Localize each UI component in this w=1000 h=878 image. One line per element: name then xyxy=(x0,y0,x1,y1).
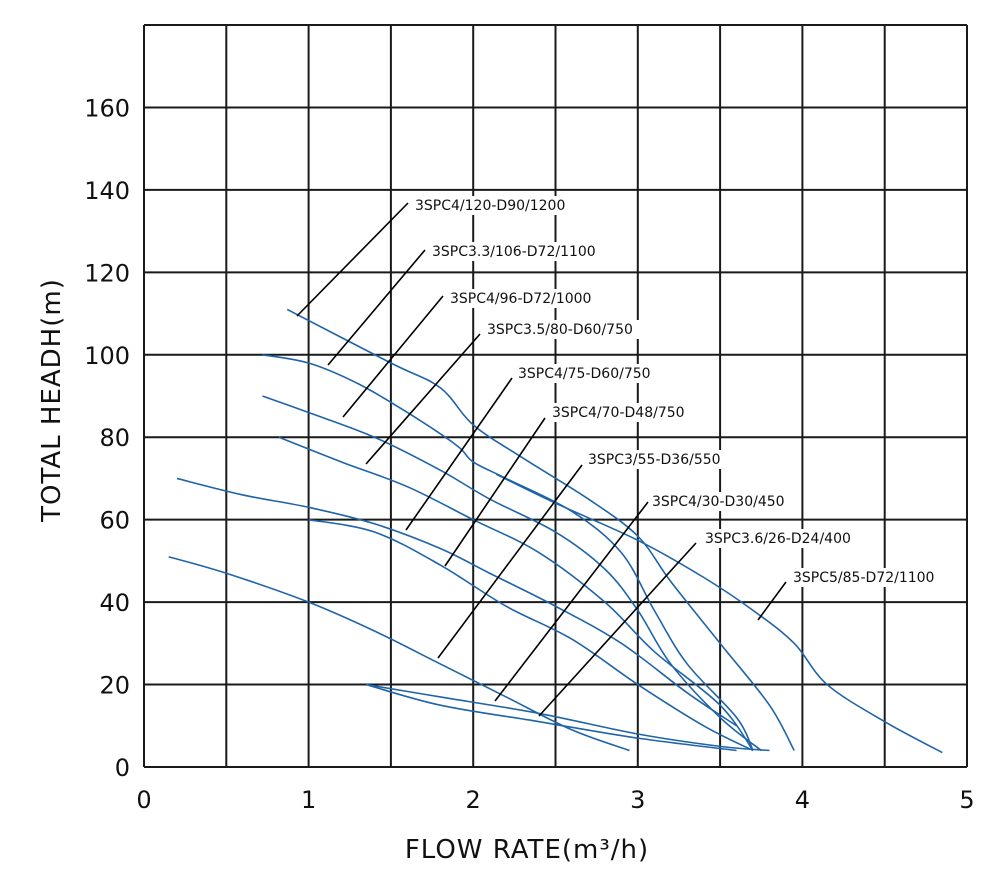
leader-line xyxy=(342,295,444,418)
curve-line xyxy=(262,395,762,752)
curve-line xyxy=(366,683,770,752)
label-background xyxy=(413,196,569,215)
label-background xyxy=(550,403,689,422)
leader-line xyxy=(405,377,513,531)
leader-line xyxy=(494,501,649,702)
label-background xyxy=(430,242,602,261)
label-background xyxy=(703,529,859,548)
x-axis-title: FLOW RATE(m³/h) xyxy=(405,835,649,865)
y-tick-label: 120 xyxy=(84,259,130,287)
curve-label: 3SPC4/30-D30/450 xyxy=(652,494,785,510)
x-tick-label: 5 xyxy=(959,786,974,814)
y-tick-label: 20 xyxy=(99,672,130,700)
y-tick-label: 100 xyxy=(84,342,130,370)
grid xyxy=(143,24,968,768)
label-background xyxy=(516,364,655,383)
leader-line xyxy=(444,417,546,567)
y-tick-label: 0 xyxy=(115,754,130,782)
tick-labels: 0 1 2 3 4 5 0 20 40 60 80 100 120 140 160 xyxy=(84,94,974,814)
y-tick-label: 40 xyxy=(99,589,130,617)
curve-label: 3SPC4/96-D72/1000 xyxy=(450,291,591,307)
curve-line xyxy=(176,477,738,727)
y-axis-title: TOTAL HEADH(m) xyxy=(37,278,67,523)
y-tick-label: 80 xyxy=(99,424,130,452)
curve-label: 3SPC4/120-D90/1200 xyxy=(415,198,565,214)
leader-line xyxy=(437,464,583,659)
x-tick-label: 0 xyxy=(136,786,151,814)
leader-line xyxy=(327,249,426,366)
y-tick-label: 140 xyxy=(84,177,130,205)
leader-line xyxy=(365,333,481,465)
leader-line xyxy=(757,581,787,621)
leader-line xyxy=(296,202,409,317)
curve-label: 3SPC4/75-D60/750 xyxy=(518,366,651,382)
curve-label: 3SPC3.3/106-D72/1100 xyxy=(432,244,596,260)
curve-label: 3SPC3.6/26-D24/400 xyxy=(705,531,851,547)
curve-line xyxy=(365,683,737,752)
curves xyxy=(168,308,943,754)
curve-line xyxy=(168,555,630,752)
curve-line xyxy=(308,518,754,752)
label-background xyxy=(791,568,938,587)
curve-label: 3SPC3.5/80-D60/750 xyxy=(487,322,633,338)
x-tick-label: 4 xyxy=(795,786,810,814)
label-background xyxy=(650,492,789,511)
curve-labels: 3SPC4/120-D90/1200 3SPC3.3/106-D72/1100 3S… xyxy=(296,196,938,717)
curve-label: 3SPC3/55-D36/550 xyxy=(588,452,721,468)
x-tick-label: 1 xyxy=(301,786,316,814)
curve-label: 3SPC4/70-D48/750 xyxy=(552,405,685,421)
leader-line xyxy=(538,542,697,717)
curve-label: 3SPC5/85-D72/1100 xyxy=(793,570,934,586)
x-tick-label: 2 xyxy=(466,786,481,814)
y-tick-label: 160 xyxy=(84,94,130,122)
curve-line xyxy=(495,473,943,754)
curve-line xyxy=(286,308,795,751)
label-background xyxy=(448,289,595,308)
curve-line xyxy=(278,436,754,751)
x-tick-label: 3 xyxy=(630,786,645,814)
label-background xyxy=(485,320,641,339)
y-tick-label: 60 xyxy=(99,507,130,535)
label-background xyxy=(586,450,725,469)
